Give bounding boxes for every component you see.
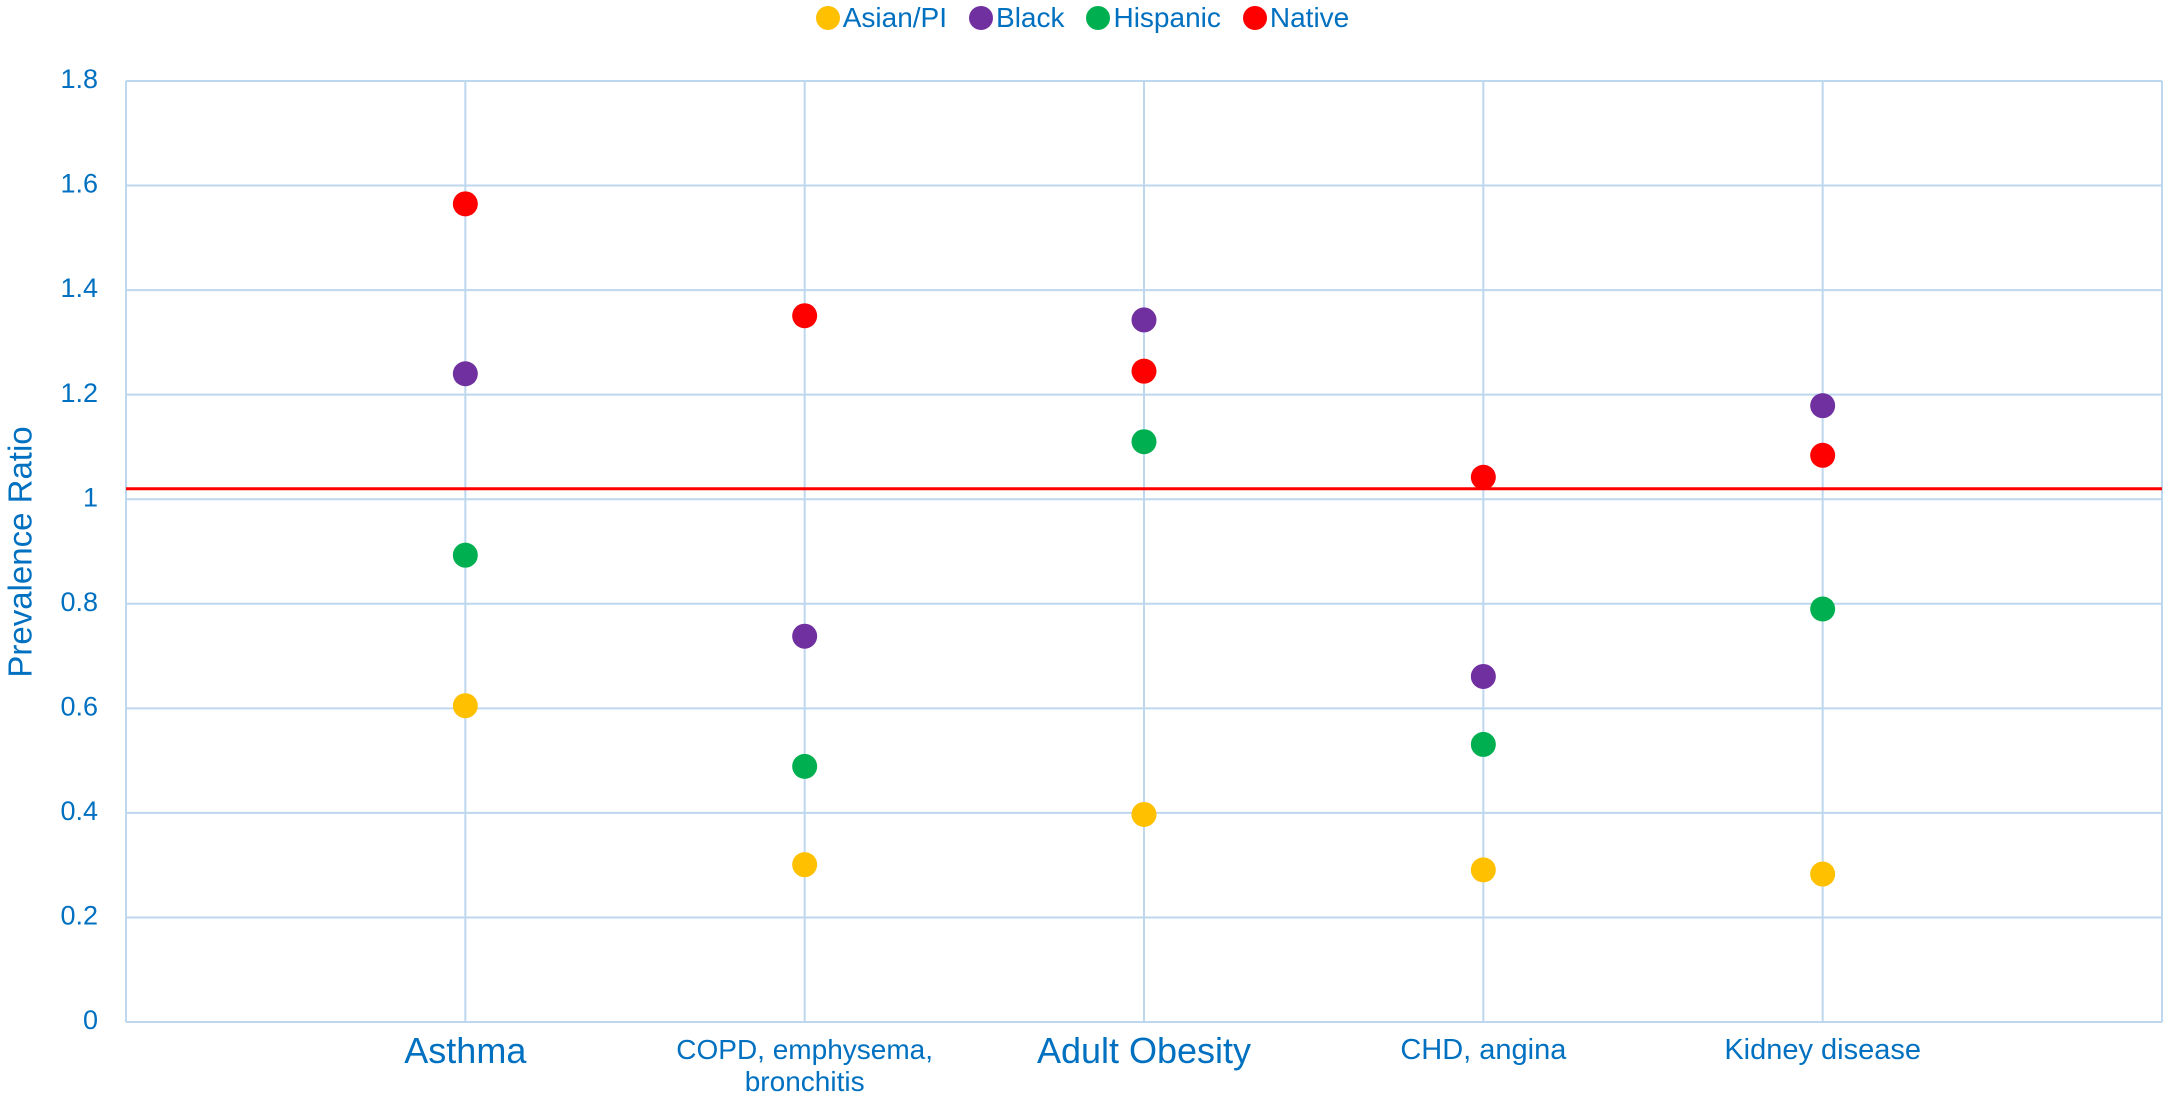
dot <box>452 693 478 719</box>
dot <box>452 191 478 217</box>
legend-swatch <box>1242 6 1267 30</box>
dot <box>792 753 818 779</box>
legend-swatch <box>815 6 840 30</box>
dot <box>1131 801 1157 827</box>
y-tick-label: 1.6 <box>60 169 98 199</box>
y-tick-label: 1.4 <box>60 273 98 303</box>
dot <box>1131 429 1157 455</box>
dot <box>452 361 478 387</box>
x-tick-label: CHD, angina <box>1400 1034 1567 1066</box>
dot <box>1810 596 1836 622</box>
x-tick-label: Adult Obesity <box>1036 1030 1252 1071</box>
dot <box>452 542 478 568</box>
dot <box>1470 857 1496 883</box>
dot <box>792 303 818 329</box>
dot <box>1810 393 1836 419</box>
dot <box>792 852 818 878</box>
y-tick-label: 0.8 <box>60 587 98 617</box>
dot <box>1131 358 1157 384</box>
legend-item: Black <box>969 2 1064 34</box>
dot <box>1470 731 1496 757</box>
dot <box>1470 663 1496 689</box>
legend-swatch <box>969 6 994 30</box>
legend-item: Native <box>1242 2 1350 34</box>
legend-label: Black <box>996 2 1065 33</box>
legend-label: Asian/PI <box>842 2 948 33</box>
legend-label: Hispanic <box>1113 2 1221 33</box>
legend: Asian/PI Black Hispanic Native <box>0 2 2165 34</box>
dot <box>1810 442 1836 468</box>
legend-swatch <box>1086 6 1111 30</box>
dot <box>1810 861 1836 887</box>
dot <box>792 623 818 649</box>
x-tick-label: Asthma <box>404 1030 527 1071</box>
y-tick-label: 1.8 <box>60 64 98 94</box>
x-tick-label: COPD, emphysema, bronchitis <box>676 1034 934 1098</box>
dot <box>1470 464 1496 490</box>
x-tick-label: Kidney disease <box>1724 1034 1921 1066</box>
dot <box>1131 307 1157 333</box>
y-tick-label: 0.2 <box>60 901 98 931</box>
legend-item: Asian/PI <box>815 2 948 34</box>
y-tick-label: 0.6 <box>60 691 98 721</box>
y-tick-label: 1 <box>83 482 98 512</box>
legend-item: Hispanic <box>1086 2 1221 34</box>
y-tick-label: 0.4 <box>60 796 98 826</box>
legend-label: Native <box>1269 2 1350 33</box>
y-tick-label: 1.2 <box>60 378 98 408</box>
y-axis-label: Prevalence Ratio <box>2 426 39 677</box>
y-tick-label: 0 <box>83 1005 98 1035</box>
